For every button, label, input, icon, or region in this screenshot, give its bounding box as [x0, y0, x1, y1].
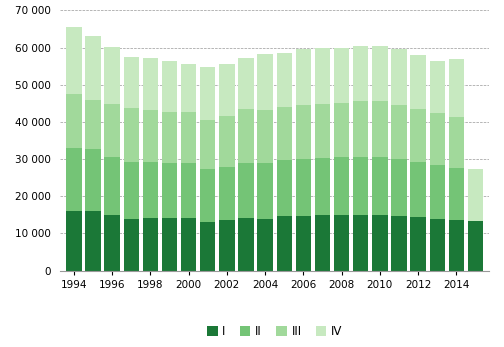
Bar: [468, 169, 483, 221]
Bar: [258, 163, 273, 219]
Bar: [123, 219, 139, 271]
Bar: [468, 221, 483, 271]
Bar: [258, 54, 273, 110]
Bar: [449, 117, 464, 168]
Bar: [104, 47, 120, 104]
Bar: [238, 58, 254, 109]
Bar: [162, 163, 177, 218]
Bar: [277, 215, 292, 271]
Bar: [143, 162, 158, 218]
Bar: [219, 220, 234, 271]
Bar: [181, 112, 196, 163]
Bar: [277, 107, 292, 160]
Bar: [372, 46, 388, 102]
Bar: [123, 162, 139, 219]
Bar: [353, 215, 368, 271]
Bar: [296, 159, 311, 215]
Bar: [429, 219, 445, 271]
Bar: [104, 157, 120, 215]
Bar: [353, 102, 368, 157]
Bar: [200, 169, 215, 222]
Bar: [334, 48, 349, 103]
Bar: [449, 220, 464, 271]
Bar: [296, 105, 311, 159]
Bar: [410, 162, 426, 217]
Bar: [238, 163, 254, 218]
Bar: [391, 215, 407, 271]
Bar: [449, 168, 464, 220]
Bar: [85, 100, 101, 150]
Bar: [277, 160, 292, 215]
Bar: [181, 64, 196, 112]
Bar: [219, 64, 234, 116]
Bar: [391, 160, 407, 215]
Bar: [104, 104, 120, 157]
Bar: [200, 222, 215, 271]
Bar: [258, 219, 273, 271]
Bar: [219, 167, 234, 220]
Bar: [391, 105, 407, 160]
Bar: [391, 50, 407, 105]
Bar: [410, 217, 426, 271]
Bar: [143, 218, 158, 271]
Bar: [277, 53, 292, 107]
Bar: [162, 218, 177, 271]
Bar: [238, 109, 254, 163]
Legend: I, II, III, IV: I, II, III, IV: [202, 320, 347, 343]
Bar: [123, 108, 139, 162]
Bar: [162, 61, 177, 112]
Bar: [372, 102, 388, 157]
Bar: [85, 211, 101, 271]
Bar: [143, 58, 158, 110]
Bar: [200, 120, 215, 169]
Bar: [296, 49, 311, 105]
Bar: [181, 218, 196, 271]
Bar: [296, 215, 311, 271]
Bar: [238, 218, 254, 271]
Bar: [143, 110, 158, 162]
Bar: [429, 61, 445, 113]
Bar: [85, 150, 101, 211]
Bar: [104, 215, 120, 271]
Bar: [66, 148, 82, 211]
Bar: [449, 59, 464, 117]
Bar: [429, 113, 445, 166]
Bar: [123, 57, 139, 108]
Bar: [258, 110, 273, 163]
Bar: [315, 48, 330, 104]
Bar: [372, 157, 388, 214]
Bar: [85, 36, 101, 100]
Bar: [372, 214, 388, 271]
Bar: [353, 46, 368, 102]
Bar: [353, 157, 368, 215]
Bar: [181, 163, 196, 218]
Bar: [315, 215, 330, 271]
Bar: [219, 116, 234, 167]
Bar: [66, 94, 82, 148]
Bar: [66, 211, 82, 271]
Bar: [429, 166, 445, 219]
Bar: [334, 215, 349, 271]
Bar: [200, 67, 215, 120]
Bar: [410, 109, 426, 162]
Bar: [66, 27, 82, 94]
Bar: [334, 103, 349, 157]
Bar: [315, 104, 330, 158]
Bar: [410, 55, 426, 109]
Bar: [334, 157, 349, 215]
Bar: [162, 112, 177, 163]
Bar: [315, 158, 330, 215]
